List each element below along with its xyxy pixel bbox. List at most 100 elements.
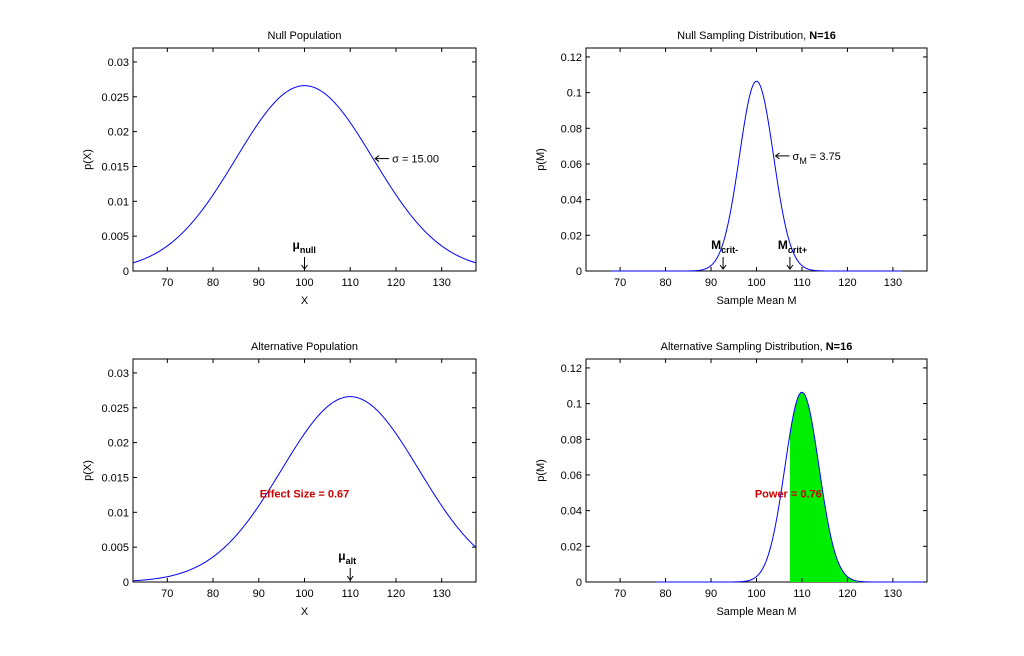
y-tick-label: 0.12	[561, 363, 582, 375]
subplot-alt-pop: 70 80 90 100 110 120 130 0 0.005 0.01 0.015 0.02 0.0…	[82, 341, 477, 618]
x-tick-label: 120	[387, 277, 405, 289]
marker-main: M	[778, 238, 788, 252]
y-tick-label: 0	[576, 266, 582, 278]
chart-title-n: N=16	[809, 30, 836, 42]
x-tick-label: 130	[433, 277, 451, 289]
series-line	[132, 85, 477, 264]
marker-arrow-0-head	[301, 264, 308, 270]
x-tick-label: 90	[705, 277, 717, 289]
x-tick-label: 90	[253, 588, 265, 600]
x-tick-label: 70	[614, 588, 626, 600]
y-tick-label: 0.02	[108, 127, 129, 139]
x-tick-label: 130	[884, 588, 902, 600]
marker-sub: null	[300, 245, 316, 255]
x-tick-label: 70	[161, 588, 173, 600]
y-tick-label: 0.04	[561, 195, 582, 207]
marker-arrow-1-head	[786, 264, 794, 270]
sigma-sub: M	[799, 156, 807, 166]
y-axis-label: p(X)	[82, 149, 94, 170]
y-tick-label: 0.01	[108, 196, 129, 208]
sigma-label: σ = 15.00	[392, 154, 439, 166]
marker-label-0: Mcrit-	[711, 238, 738, 255]
chart-title-text: Alternative Sampling Distribution,	[661, 341, 826, 353]
series-line	[656, 391, 927, 583]
x-tick-label: 120	[838, 277, 856, 289]
y-tick-label: 0.015	[101, 472, 129, 484]
y-axis-label: p(M)	[535, 148, 547, 171]
marker-label-0: μnull	[293, 238, 316, 255]
marker-sub: crit+	[788, 245, 807, 255]
y-tick-label: 0.005	[101, 542, 129, 554]
x-tick-label: 100	[747, 588, 765, 600]
x-tick-label: 120	[387, 588, 405, 600]
axes-frame	[585, 358, 928, 583]
x-tick-label: 100	[295, 588, 313, 600]
y-tick-label: 0.025	[101, 92, 129, 104]
y-tick-label: 0.06	[561, 470, 582, 482]
sigma-symbol: σ	[793, 151, 800, 163]
axes-frame	[585, 47, 928, 272]
marker-arrow-0-head	[346, 575, 354, 581]
chart-title: Null Population	[268, 30, 342, 42]
subplot-alt-samp: 70 80 90 100 110 120 130 0 0.02 0.04 0.06 0.08 0.1 0.…	[535, 341, 928, 618]
y-tick-label: 0.005	[101, 231, 129, 243]
x-axis-label: X	[301, 606, 309, 618]
annotation-text: Effect Size = 0.67	[260, 488, 350, 500]
y-tick-label: 0.015	[101, 161, 129, 173]
x-axis-label: Sample Mean M	[716, 295, 796, 307]
y-tick-label: 0	[123, 577, 129, 589]
marker-sub: alt	[346, 556, 357, 566]
marker-label-0: μalt	[338, 549, 356, 566]
y-axis-label: p(M)	[535, 459, 547, 482]
y-tick-label: 0.04	[561, 506, 582, 518]
chart-title: Null Sampling Distribution, N=16	[677, 30, 836, 42]
marker-arrow-0-head	[719, 264, 727, 270]
y-tick-label: 0.02	[108, 438, 129, 450]
y-tick-label: 0.08	[561, 123, 582, 135]
x-tick-label: 110	[793, 277, 811, 289]
y-tick-label: 0.02	[561, 230, 582, 242]
sigma-arrow-head	[374, 155, 380, 162]
x-tick-label: 100	[747, 277, 765, 289]
y-tick-label: 0.1	[567, 88, 582, 100]
x-tick-label: 100	[295, 277, 313, 289]
x-tick-label: 80	[659, 277, 671, 289]
sigma-symbol: σ	[392, 154, 399, 166]
chart-title-text: Null Sampling Distribution,	[677, 30, 809, 42]
x-tick-label: 110	[341, 277, 359, 289]
y-tick-label: 0.025	[101, 403, 129, 415]
sigma-value: = 3.75	[807, 151, 841, 163]
y-axis-label: p(X)	[82, 460, 94, 481]
sigma-arrow-head	[774, 152, 780, 160]
x-tick-label: 80	[207, 277, 219, 289]
y-tick-label: 0.03	[108, 368, 129, 380]
marker-main: M	[711, 238, 721, 252]
y-tick-label: 0.01	[108, 507, 129, 519]
sigma-label: σM = 3.75	[793, 151, 841, 166]
chart-title: Alternative Sampling Distribution, N=16	[661, 341, 853, 353]
x-tick-label: 130	[884, 277, 902, 289]
series-line	[611, 80, 902, 272]
y-tick-label: 0.03	[108, 57, 129, 69]
x-tick-label: 90	[253, 277, 265, 289]
x-tick-label: 130	[433, 588, 451, 600]
sigma-value: = 15.00	[399, 154, 439, 166]
y-tick-label: 0	[123, 266, 129, 278]
x-tick-label: 70	[614, 277, 626, 289]
x-tick-label: 120	[838, 588, 856, 600]
chart-title: Alternative Population	[251, 341, 358, 353]
x-tick-label: 90	[705, 588, 717, 600]
marker-main: μ	[293, 238, 300, 252]
annotation-text: Power = 0.76	[755, 488, 822, 500]
x-axis-label: X	[301, 295, 309, 307]
subplot-null-samp: 70 80 90 100 110 120 130 0 0.02 0.04 0.06 0.08 0.1 0.…	[535, 30, 928, 307]
x-tick-label: 110	[793, 588, 811, 600]
marker-sub: crit-	[721, 245, 738, 255]
series-line	[132, 396, 477, 582]
y-tick-label: 0.12	[561, 52, 582, 64]
x-tick-label: 80	[659, 588, 671, 600]
y-tick-label: 0.08	[561, 434, 582, 446]
x-tick-label: 110	[341, 588, 359, 600]
y-tick-label: 0.06	[561, 159, 582, 171]
